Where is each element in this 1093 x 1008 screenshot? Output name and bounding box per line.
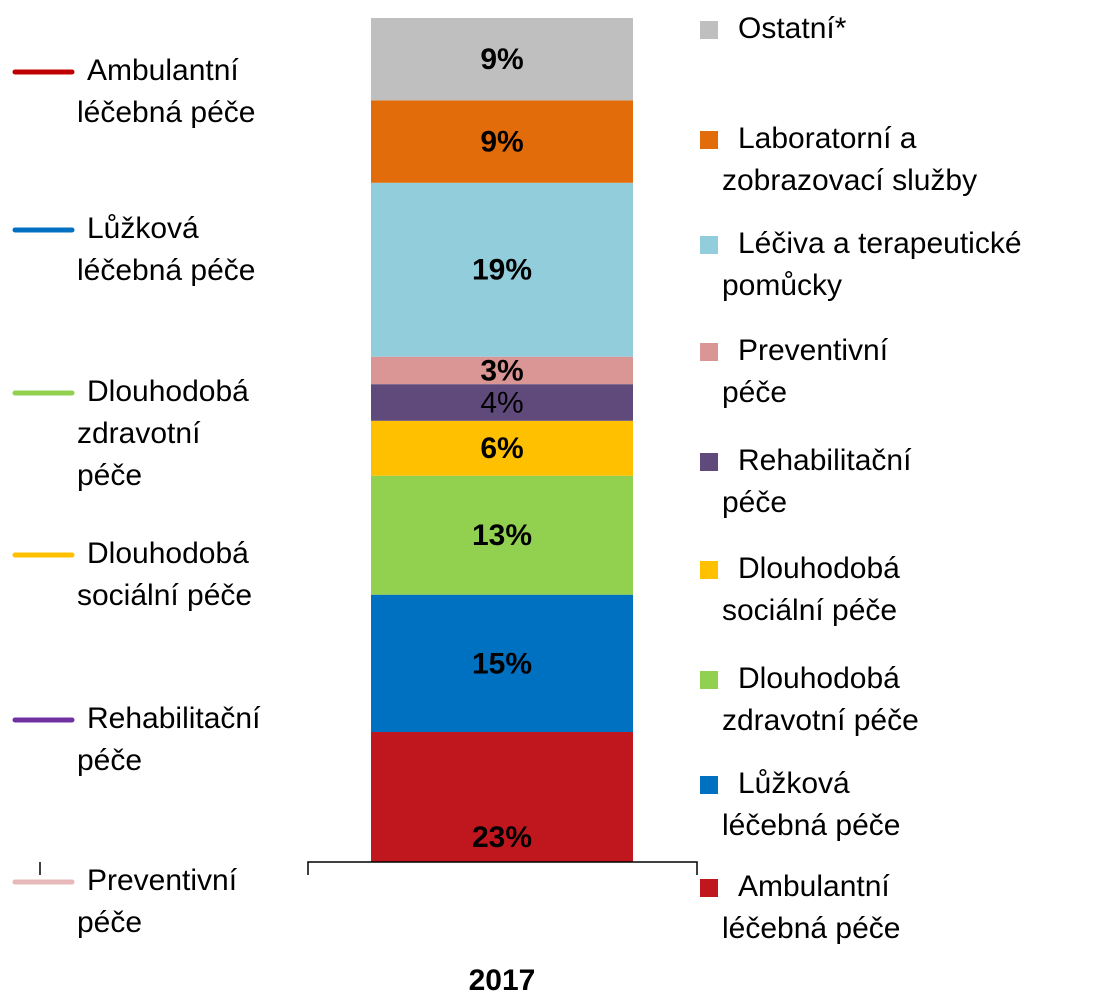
- legend-line: Preventivní: [738, 334, 896, 367]
- legend-line: Rehabilitační: [738, 444, 920, 477]
- legend-line: péče: [77, 906, 142, 939]
- bar-segment: [371, 18, 633, 101]
- legend-swatch: [700, 561, 718, 579]
- x-tick-label: 2017: [469, 964, 536, 997]
- legend-line: léčebná péče: [722, 912, 900, 945]
- legend-line: péče: [77, 459, 142, 492]
- bar-segment: [371, 100, 633, 183]
- legend-label: Rehabilitační péče: [722, 444, 920, 519]
- legend-swatch: [700, 671, 718, 689]
- legend-line: sociální péče: [77, 579, 252, 612]
- bar-segment: [371, 384, 633, 421]
- bar-segment: [371, 420, 633, 476]
- legend-label: Dlouhodobá zdravotní péče: [722, 662, 919, 737]
- legend-label: Lůžková léčebná péče: [77, 212, 255, 287]
- legend-label: Preventivní péče: [722, 334, 896, 409]
- legend-line: pomůcky: [722, 269, 842, 302]
- value-label: 3%: [480, 354, 523, 387]
- legend-label: Rehabilitační péče: [77, 702, 269, 777]
- legend-line: Laboratorní a: [738, 122, 925, 155]
- legend-line: zdravotní péče: [722, 704, 919, 737]
- legend-line: zobrazovací služby: [722, 164, 977, 197]
- legend-label: Dlouhodobá sociální péče: [77, 537, 257, 612]
- legend-line: Ambulantní: [87, 54, 247, 87]
- value-label: 6%: [480, 432, 523, 465]
- legend-line: Lůžková: [738, 767, 858, 800]
- bar-segment: [371, 182, 633, 357]
- legend-swatch: [700, 131, 718, 149]
- legend-line: Lůžková: [87, 212, 207, 245]
- legend-line: Rehabilitační: [87, 702, 269, 735]
- legend-line: Léčiva a terapeutické: [738, 227, 1030, 260]
- legend-line: Ambulantní: [738, 870, 898, 903]
- legend-line: léčebná péče: [722, 809, 900, 842]
- legend-swatch: [700, 21, 718, 39]
- legend-label: Léčiva a terapeutické pomůcky: [722, 227, 1030, 302]
- value-label: 9%: [480, 43, 523, 76]
- bar-segment: [371, 475, 633, 595]
- x-axis: [39, 861, 698, 875]
- legend-swatch: [700, 776, 718, 794]
- legend-swatch: [700, 343, 718, 361]
- legend-label: Dlouhodobá zdravotní péče: [77, 375, 257, 492]
- legend-label: Laboratorní a zobrazovací služby: [722, 122, 977, 197]
- legend-line: sociální péče: [722, 594, 897, 627]
- value-label: 23%: [472, 821, 532, 854]
- bar-segment: [371, 594, 633, 733]
- value-label: 4%: [480, 386, 523, 419]
- plot-area: [371, 18, 633, 862]
- legend-line: Dlouhodobá: [87, 537, 257, 570]
- value-label: 9%: [480, 126, 523, 159]
- legend-label: Ambulantní léčebná péče: [722, 870, 900, 945]
- bar-segment: [371, 356, 633, 385]
- legend-label: Ostatní*: [738, 12, 847, 45]
- legend-label: Ambulantní léčebná péče: [77, 54, 255, 129]
- legend-line: Dlouhodobá: [87, 375, 257, 408]
- value-label: 15%: [472, 647, 532, 680]
- legend-label: Preventivní péče: [77, 864, 245, 939]
- value-label: 19%: [472, 254, 532, 287]
- legend-line: zdravotní: [77, 417, 209, 450]
- legend-swatch: [700, 453, 718, 471]
- legend-line: péče: [722, 486, 787, 519]
- legend-line: léčebná péče: [77, 254, 255, 287]
- legend-label: Lůžková léčebná péče: [722, 767, 900, 842]
- legend-line: Preventivní: [87, 864, 245, 897]
- legend-line: péče: [77, 744, 142, 777]
- legend-line: Dlouhodobá: [738, 662, 908, 695]
- legend-line: léčebná péče: [77, 96, 255, 129]
- legend-swatch: [700, 236, 718, 254]
- legend-line: péče: [722, 376, 787, 409]
- bar-segment: [371, 732, 633, 862]
- value-label: 13%: [472, 519, 532, 552]
- legend-line: Dlouhodobá: [738, 552, 908, 585]
- legend-label: Dlouhodobá sociální péče: [722, 552, 908, 627]
- legend-line: Ostatní*: [738, 12, 847, 45]
- legend-swatch: [700, 879, 718, 897]
